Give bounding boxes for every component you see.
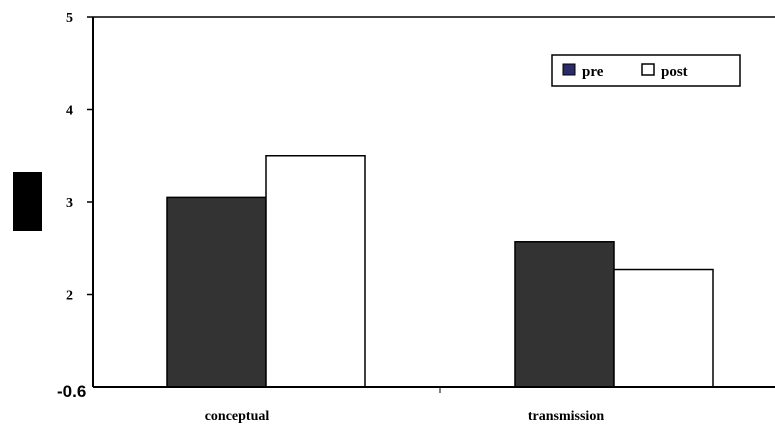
bar-pre-transmission [514, 241, 615, 388]
legend: pre post [551, 54, 741, 87]
x-tick-label-transmission: transmission [528, 409, 604, 424]
ylabel-block [13, 172, 42, 231]
bar-post-transmission [613, 268, 714, 388]
bar-post-conceptual [265, 155, 366, 388]
y-tick-label: 2 [66, 289, 73, 304]
legend-swatch-post [641, 63, 655, 76]
origin-label: -0.6 [57, 382, 86, 401]
y-tick-label: 4 [66, 104, 73, 119]
y-tick-label: 3 [66, 196, 73, 211]
plot-area [166, 155, 714, 388]
x-tick-label-conceptual: conceptual [205, 409, 270, 424]
bar-pre-conceptual [166, 196, 267, 388]
y-ticks: 2 3 4 5 [66, 11, 93, 304]
legend-label-post: post [661, 64, 688, 80]
y-tick-label: 5 [66, 11, 73, 26]
legend-label-pre: pre [582, 64, 604, 80]
legend-swatch-pre [562, 63, 576, 76]
